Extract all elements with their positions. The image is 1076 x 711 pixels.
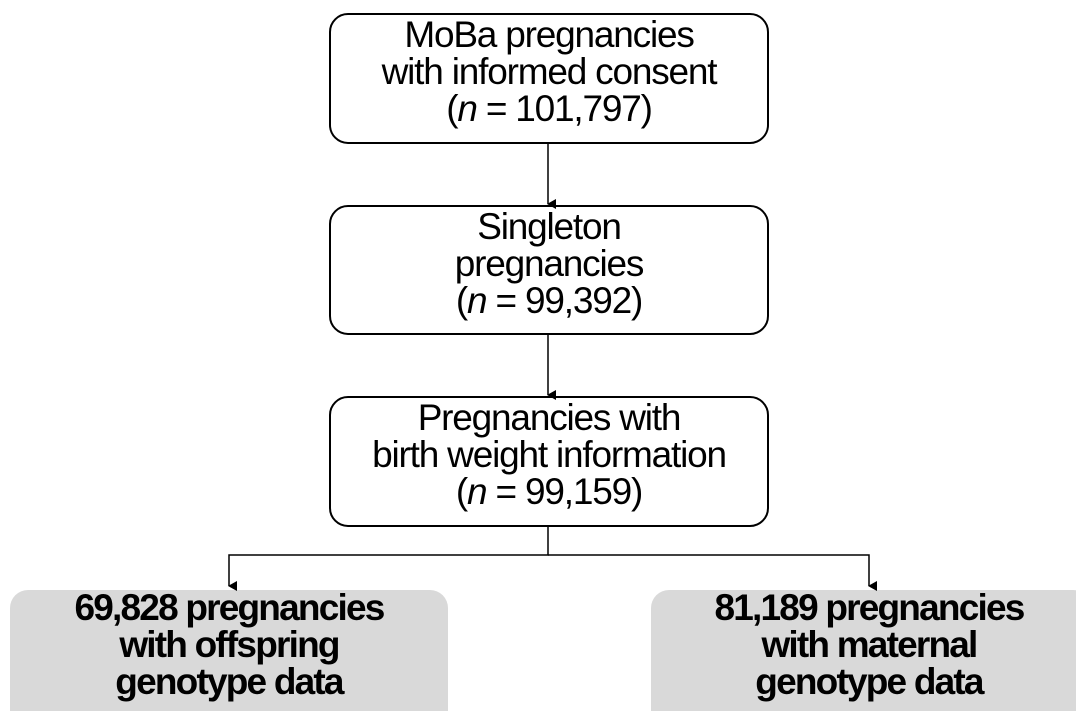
paren: ( (456, 280, 469, 321)
node-label: with maternal (760, 624, 976, 665)
node-box (10, 590, 448, 711)
arrow (548, 554, 877, 591)
arrow (228, 526, 549, 591)
node-label: pregnancies (455, 243, 644, 284)
node-count: (n = 99,392) (456, 280, 642, 321)
symbol: n (467, 280, 486, 321)
node-label: genotype data (755, 661, 985, 702)
node-label: MoBa pregnancies (404, 14, 694, 55)
node-label: with informed consent (381, 51, 719, 92)
node-box (329, 13, 769, 144)
node-label: Pregnancies with (418, 397, 681, 438)
node-label: 69,828 pregnancies (74, 587, 384, 628)
symbol: n (467, 471, 486, 512)
node-count: (n = 99,159) (456, 471, 642, 512)
symbol: n (457, 88, 476, 129)
count-value: = 101,797) (477, 88, 652, 129)
node-count: (n = 101,797) (446, 88, 652, 129)
paren: ( (446, 88, 459, 129)
paren: ( (456, 471, 469, 512)
count-value: = 99,392) (486, 280, 642, 321)
node-label: Singleton (477, 206, 621, 247)
node-label: birth weight information (372, 434, 726, 475)
node-box (651, 590, 1076, 711)
node-label: with offspring (118, 624, 339, 665)
count-value: = 99,159) (486, 471, 642, 512)
node-label: genotype data (115, 661, 345, 702)
node-label: 81,189 pregnancies (714, 587, 1024, 628)
